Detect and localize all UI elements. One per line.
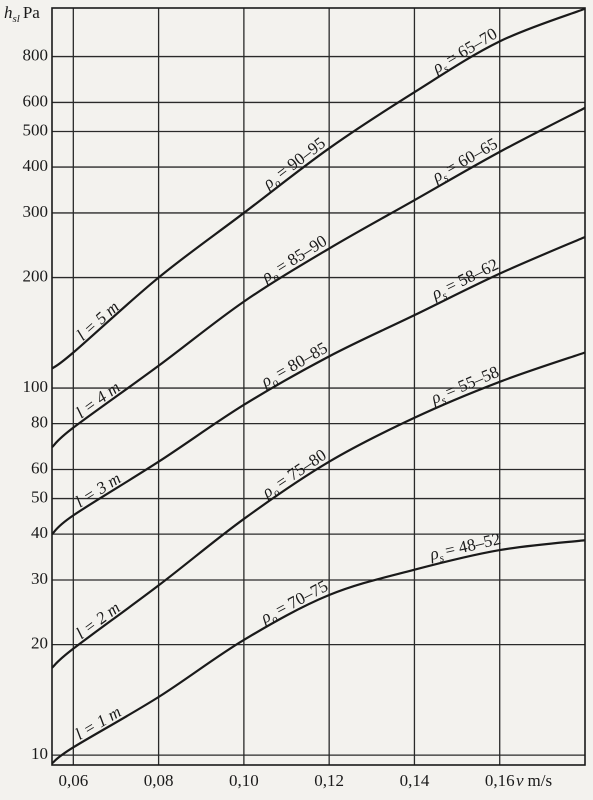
density-range: = 90–95 — [273, 133, 329, 182]
y-tick-label: 800 — [23, 45, 49, 64]
y-tick-label: 30 — [31, 569, 48, 588]
y-label-symbol: h — [4, 3, 13, 22]
x-tick-label: 0,14 — [400, 771, 430, 790]
curve — [51, 539, 586, 765]
y-axis-label: hsl Pa — [4, 3, 40, 25]
density-label: ρs= 65–70 — [428, 24, 502, 80]
y-tick-label: 400 — [23, 156, 49, 175]
curve — [51, 351, 586, 669]
plot-frame — [51, 7, 586, 766]
density-subscript: s — [441, 171, 451, 184]
curve-name: l = 1 m — [72, 702, 124, 744]
density-subscript: s — [438, 552, 445, 565]
x-tick-label: 0,08 — [144, 771, 174, 790]
x-tick-label: 0,10 — [229, 771, 259, 790]
density-label: ρo= 70–75 — [257, 576, 333, 630]
y-tick-label: 500 — [23, 120, 49, 139]
y-tick-label: 100 — [23, 377, 49, 396]
x-axis-label: v m/s — [516, 771, 552, 790]
density-range: = 55–58 — [442, 362, 501, 401]
y-tick-label: 200 — [23, 266, 49, 285]
density-subscript: o — [270, 376, 281, 389]
curve — [51, 7, 586, 370]
density-label: ρs= 60–65 — [428, 134, 502, 189]
y-tick-label: 300 — [23, 202, 49, 221]
y-tick-label: 60 — [31, 458, 48, 477]
density-range: = 75–80 — [272, 445, 329, 492]
density-symbol: ρ — [427, 543, 440, 564]
curve — [51, 235, 586, 535]
y-tick-label: 20 — [31, 634, 48, 653]
x-tick-label: 0,06 — [58, 771, 88, 790]
y-tick-label: 10 — [31, 744, 48, 763]
density-label: ρo= 85–90 — [257, 231, 331, 288]
curve-name: l = 5 m — [73, 297, 123, 344]
y-tick-label: 80 — [31, 413, 48, 432]
curve-name: l = 4 m — [72, 378, 123, 423]
y-tick-label: 50 — [31, 487, 48, 506]
x-label-symbol: v — [516, 771, 524, 790]
density-label: ρo= 90–95 — [258, 133, 330, 195]
density-label: ρo= 75–80 — [258, 445, 332, 504]
density-subscript: s — [440, 289, 449, 302]
density-label: ρs= 58–62 — [428, 255, 503, 306]
curve-name: l = 3 m — [72, 469, 124, 512]
density-subscript: s — [439, 394, 448, 407]
curve-name: l = 2 m — [72, 598, 123, 643]
density-subscript: o — [269, 612, 280, 625]
y-label-unit: Pa — [23, 3, 40, 22]
x-tick-label: 0,12 — [314, 771, 344, 790]
density-subscript: o — [270, 270, 281, 283]
curve — [51, 106, 586, 449]
density-label: ρo= 80–85 — [257, 338, 332, 393]
x-label-unit: m/s — [528, 771, 553, 790]
density-range: = 58–62 — [442, 255, 501, 297]
y-tick-label: 40 — [31, 523, 48, 542]
y-tick-label: 600 — [23, 91, 49, 110]
density-subscript: s — [441, 62, 451, 75]
y-label-subscript: sl — [13, 13, 20, 25]
x-tick-label: 0,16 — [485, 771, 515, 790]
density-subscript: o — [271, 486, 283, 499]
